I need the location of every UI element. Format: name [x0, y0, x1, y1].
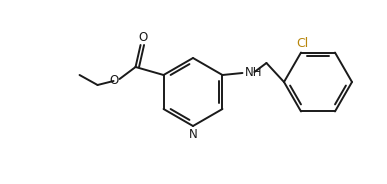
- Text: N: N: [188, 128, 197, 141]
- Text: O: O: [138, 31, 147, 44]
- Text: NH: NH: [245, 66, 262, 79]
- Text: O: O: [109, 73, 118, 86]
- Text: Cl: Cl: [296, 37, 308, 49]
